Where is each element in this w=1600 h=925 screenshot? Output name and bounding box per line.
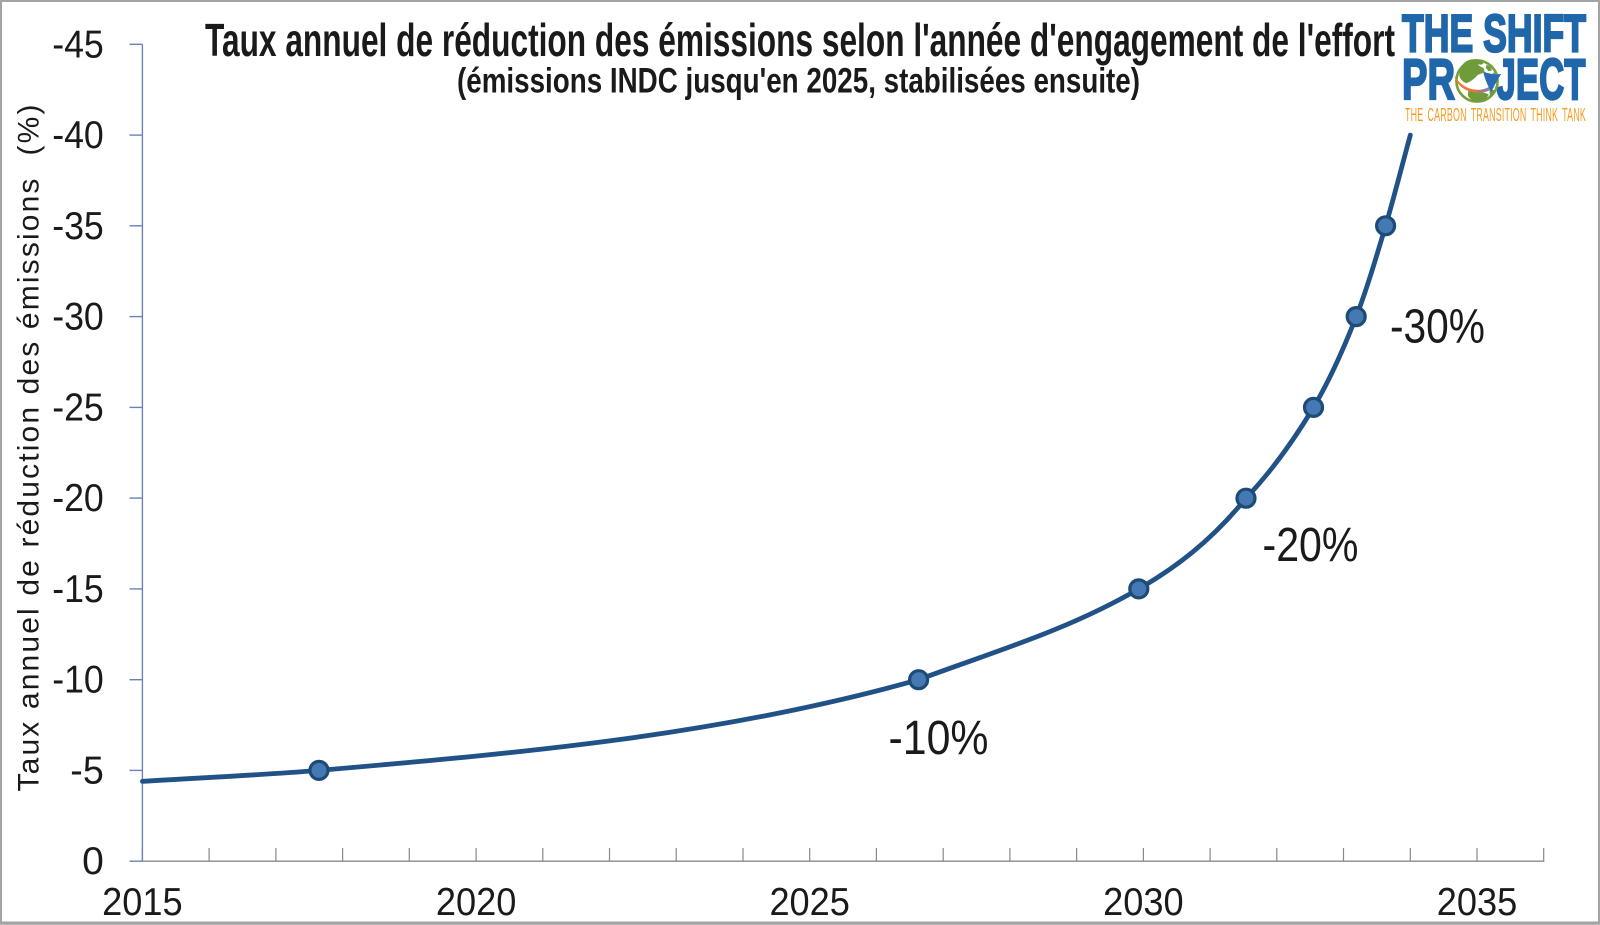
svg-text:-10: -10 <box>52 659 104 702</box>
svg-text:-30%: -30% <box>1390 300 1485 353</box>
svg-text:THE CARBON TRANSITION THINK TA: THE CARBON TRANSITION THINK TANK <box>1405 105 1586 125</box>
svg-text:THE SHIFT: THE SHIFT <box>1402 4 1586 63</box>
svg-text:-35: -35 <box>52 205 104 248</box>
svg-text:-10%: -10% <box>889 712 989 765</box>
svg-text:JECT: JECT <box>1497 48 1586 112</box>
svg-text:2035: 2035 <box>1437 881 1518 924</box>
svg-text:PR: PR <box>1402 48 1455 112</box>
svg-text:2015: 2015 <box>102 881 183 924</box>
svg-text:-25: -25 <box>52 386 104 429</box>
svg-text:Taux annuel de réduction des é: Taux annuel de réduction des émissions (… <box>13 105 46 792</box>
svg-text:2030: 2030 <box>1103 881 1184 924</box>
svg-text:-20%: -20% <box>1263 519 1359 572</box>
svg-text:Taux annuel de réduction des é: Taux annuel de réduction des émissions s… <box>205 14 1395 66</box>
svg-text:-15: -15 <box>52 568 104 611</box>
svg-text:-45: -45 <box>52 23 104 66</box>
svg-text:-5: -5 <box>70 749 104 792</box>
svg-text:2025: 2025 <box>769 881 850 924</box>
svg-text:2020: 2020 <box>436 881 517 924</box>
svg-text:-20: -20 <box>52 477 104 520</box>
svg-text:(émissions INDC jusqu'en 2025,: (émissions INDC jusqu'en 2025, stabilisé… <box>457 60 1140 100</box>
svg-text:-40: -40 <box>52 114 104 157</box>
svg-text:-30: -30 <box>52 296 104 339</box>
svg-text:0: 0 <box>82 840 104 883</box>
